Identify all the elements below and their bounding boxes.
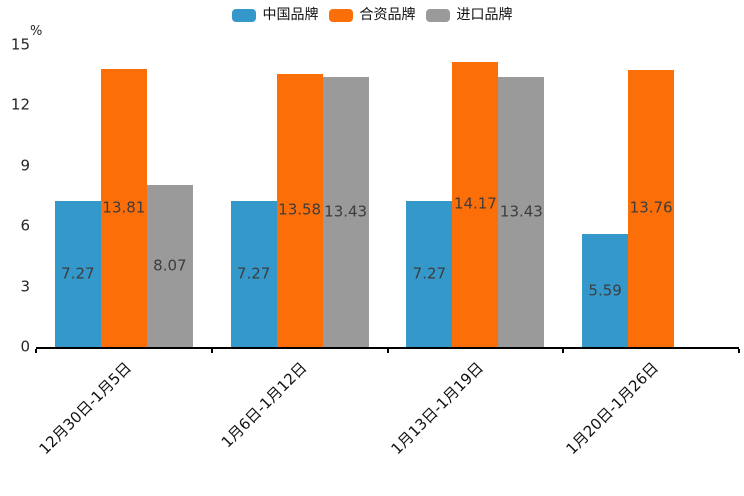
x-tick-mark	[562, 349, 565, 353]
bar-value-label: 7.27	[236, 264, 271, 283]
legend-label: 合资品牌	[359, 7, 416, 23]
bar-value-label: 13.76	[629, 198, 673, 217]
y-tick-label: 0	[20, 337, 30, 356]
x-axis-line	[36, 347, 739, 349]
bar-value-label: 13.81	[102, 198, 146, 217]
bar	[628, 69, 675, 347]
bar	[100, 68, 147, 347]
legend-item: 中国品牌	[231, 7, 319, 23]
y-tick-label: 12	[10, 95, 30, 114]
y-axis-unit-label: %	[30, 24, 43, 39]
x-tick-mark	[738, 349, 740, 353]
x-tick-mark	[210, 349, 213, 353]
y-tick-label: 3	[20, 277, 30, 296]
legend-label: 中国品牌	[262, 7, 319, 23]
bar-value-label: 13.58	[278, 200, 322, 219]
bar	[582, 234, 629, 347]
bar-value-label: 13.43	[499, 202, 543, 221]
bar	[322, 76, 369, 347]
bar	[452, 61, 499, 347]
legend-swatch-icon	[425, 8, 450, 22]
bar	[276, 73, 323, 347]
bar	[54, 200, 101, 347]
y-tick-label: 15	[10, 35, 30, 54]
bar-value-label: 5.59	[588, 281, 622, 300]
x-category-label: 1月13日-1月19日	[387, 358, 487, 459]
bar-value-label: 8.07	[153, 256, 187, 275]
x-category-label: 1月6日-1月12日	[218, 358, 311, 452]
x-tick-mark	[35, 349, 37, 353]
x-tick-mark	[386, 349, 389, 353]
bar-value-label: 7.27	[412, 264, 447, 283]
bar-value-label: 14.17	[453, 194, 497, 213]
y-tick-label: 9	[20, 156, 30, 175]
legend-swatch-icon	[231, 8, 256, 22]
bar-value-label: 13.43	[324, 202, 368, 221]
y-tick-label: 6	[20, 216, 30, 235]
bar	[230, 200, 277, 347]
bar	[498, 76, 545, 347]
legend-label: 进口品牌	[456, 7, 513, 23]
legend-item: 进口品牌	[425, 7, 513, 23]
x-category-label: 1月20日-1月26日	[562, 358, 663, 459]
chart-legend: 中国品牌 合资品牌 进口品牌	[0, 8, 744, 22]
bar	[146, 184, 193, 347]
bar	[406, 200, 453, 347]
bar-value-label: 7.27	[61, 264, 95, 283]
legend-swatch-icon	[328, 8, 353, 22]
legend-item: 合资品牌	[328, 7, 416, 23]
x-category-label: 12月30日-1月5日	[35, 358, 136, 459]
